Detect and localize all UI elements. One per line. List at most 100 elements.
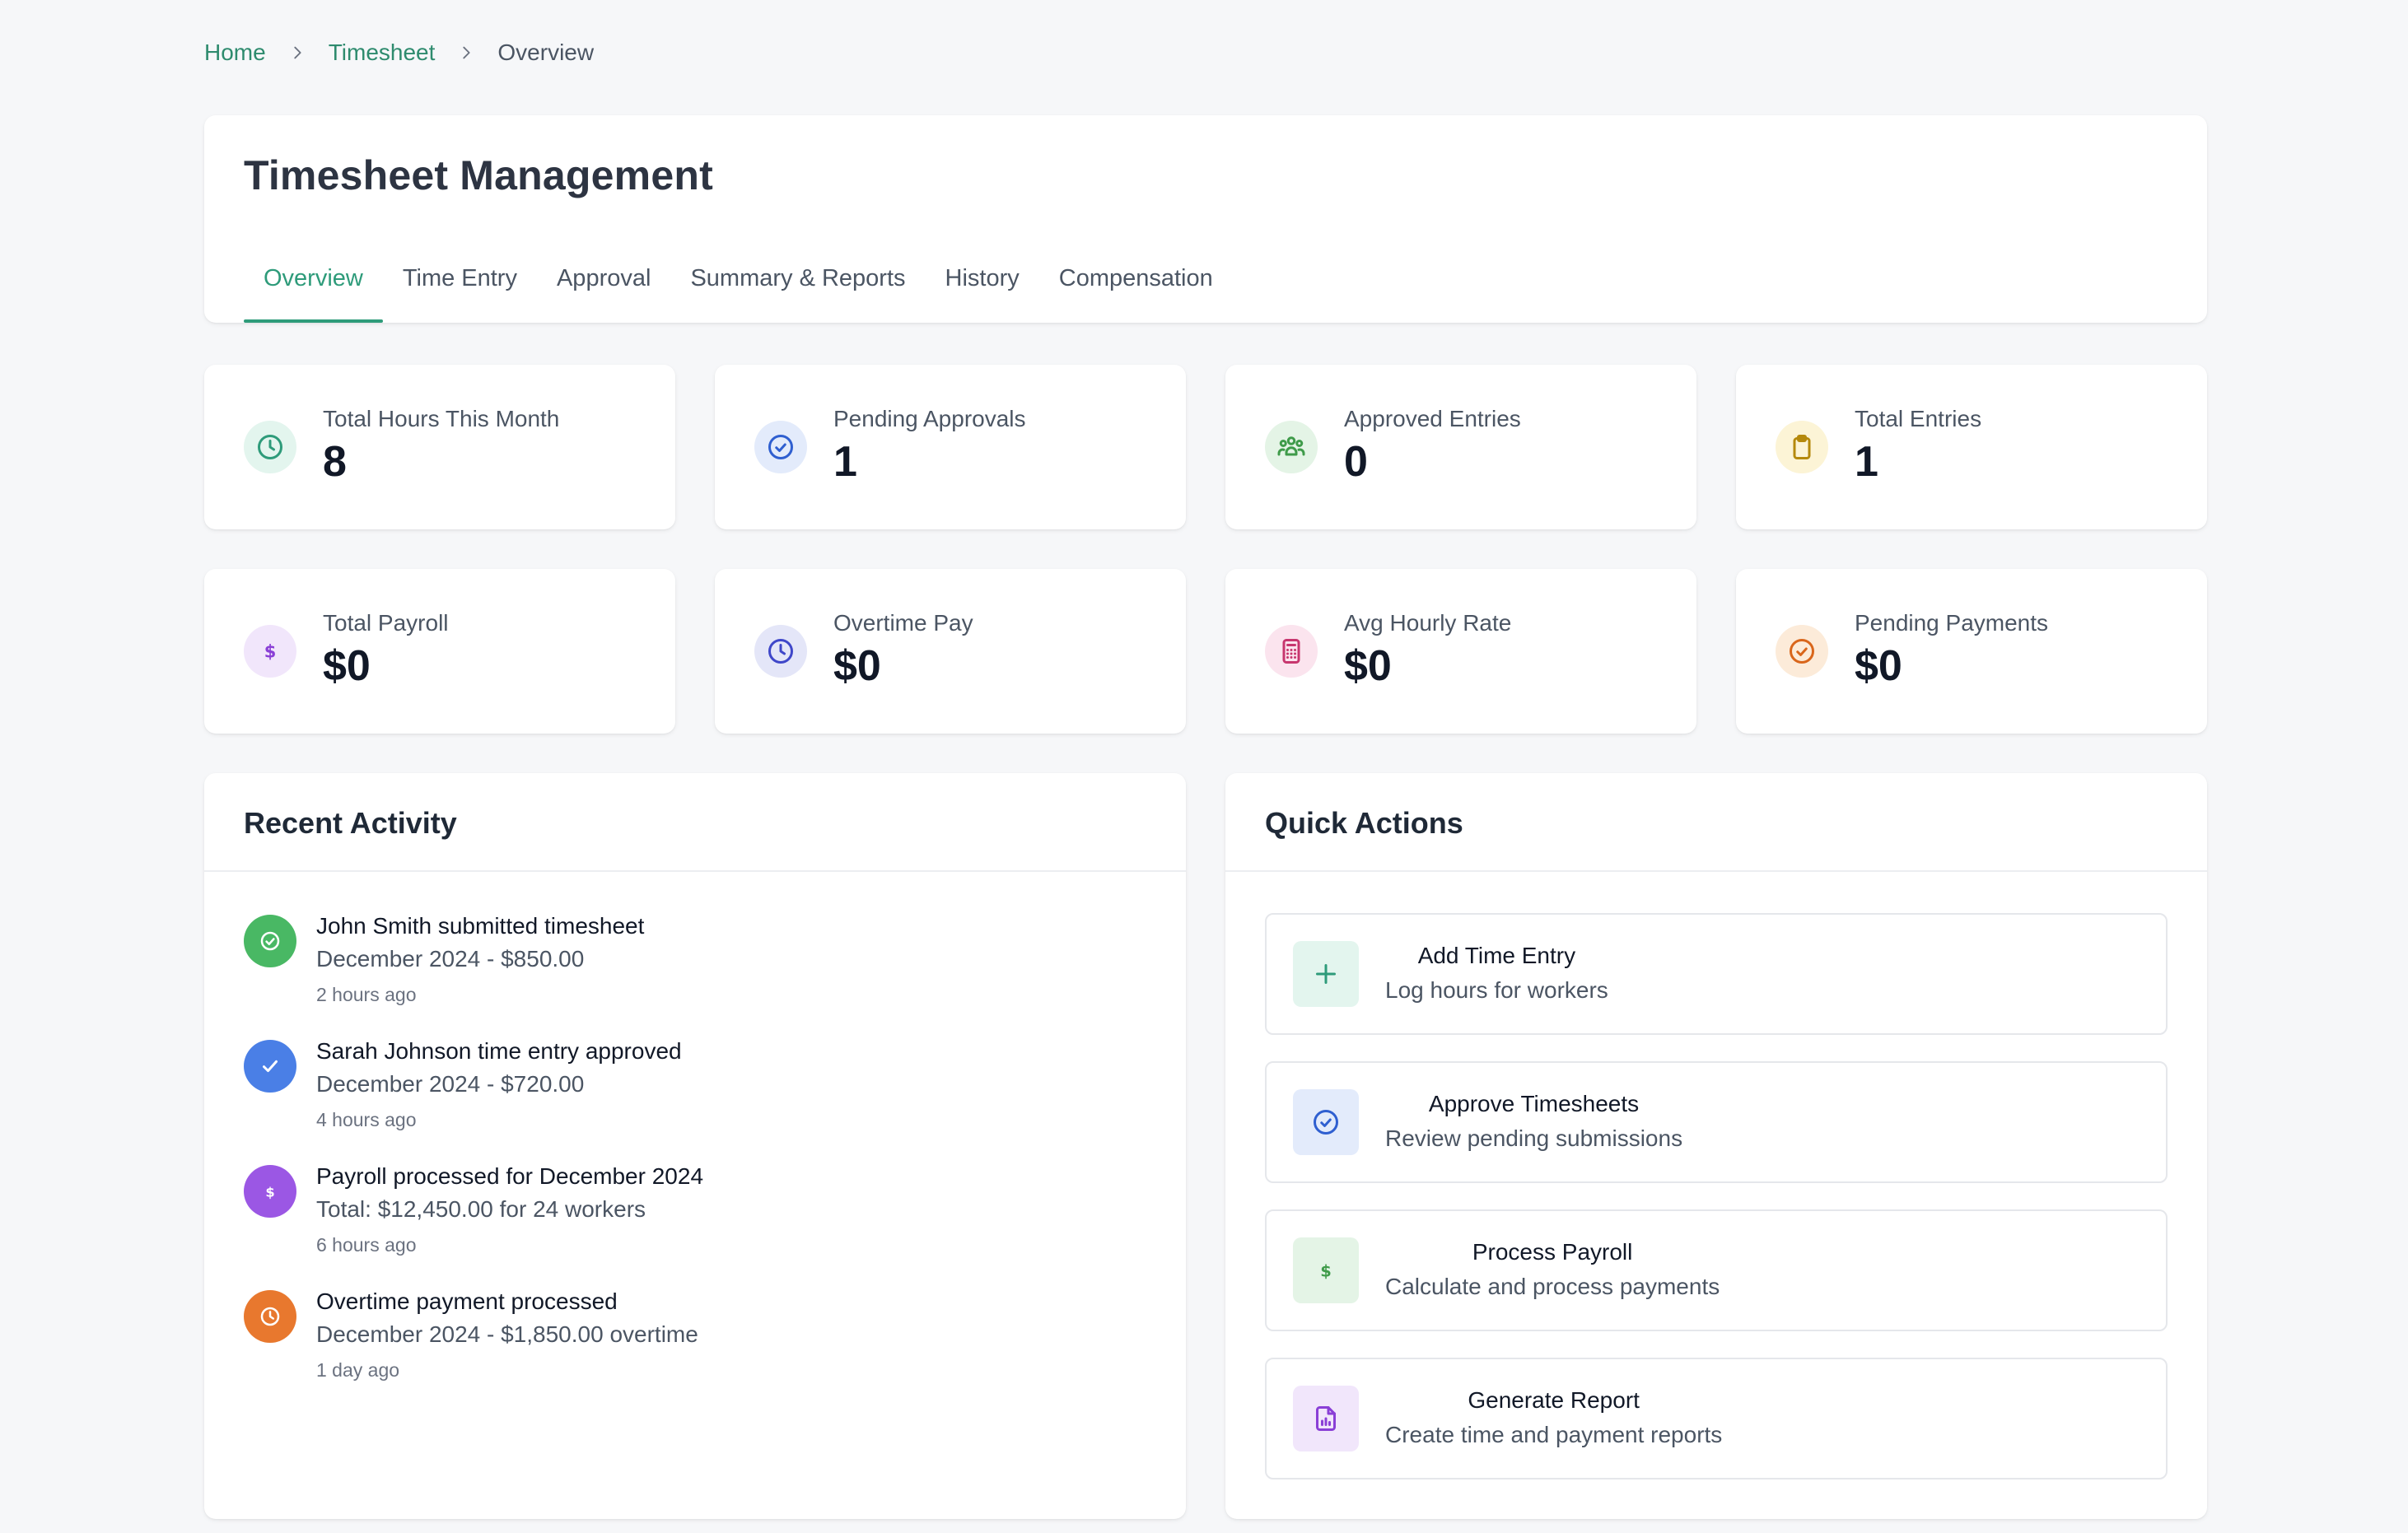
stat-label: Total Payroll xyxy=(323,610,449,636)
tab-label: Time Entry xyxy=(402,264,517,291)
tab-time-entry[interactable]: Time Entry xyxy=(383,240,537,323)
divider xyxy=(204,870,1186,872)
stat-card-avg-hourly-rate: Avg Hourly Rate $0 xyxy=(1225,569,1696,734)
breadcrumb: Home Timesheet Overview xyxy=(204,35,594,71)
button-text: Process Payroll Calculate and process pa… xyxy=(1385,1239,1720,1300)
dollar-icon: $ xyxy=(1293,1237,1359,1303)
svg-text:$: $ xyxy=(1320,1262,1332,1281)
button-desc: Review pending submissions xyxy=(1385,1125,1683,1151)
quick-actions-panel: Quick Actions Add Time Entry Log hours f… xyxy=(1225,773,2207,1519)
breadcrumb-home-link[interactable]: Home xyxy=(204,40,266,65)
check-icon xyxy=(244,1040,296,1093)
clock-icon xyxy=(244,1290,296,1343)
button-title: Add Time Entry xyxy=(1417,943,1576,968)
check-circle-icon xyxy=(1776,625,1828,678)
tab-history[interactable]: History xyxy=(926,240,1039,323)
stat-label: Pending Approvals xyxy=(833,406,1026,431)
page-title: Timesheet Management xyxy=(244,152,713,198)
button-desc: Log hours for workers xyxy=(1385,977,1608,1003)
stat-label: Avg Hourly Rate xyxy=(1344,610,1512,636)
panel-title: Quick Actions xyxy=(1265,806,1463,840)
stat-value: $0 xyxy=(323,642,371,690)
chevron-right-icon xyxy=(266,44,329,62)
calculator-icon xyxy=(1265,625,1318,678)
stat-label: Pending Payments xyxy=(1855,610,2049,636)
breadcrumb-current: Overview xyxy=(497,40,595,65)
activity-desc: Total: $12,450.00 for 24 workers xyxy=(316,1196,646,1222)
process-payroll-button[interactable]: $ Process Payroll Calculate and process … xyxy=(1265,1209,2168,1331)
button-text: Add Time Entry Log hours for workers xyxy=(1385,943,1608,1004)
divider xyxy=(1225,870,2207,872)
activity-title: Sarah Johnson time entry approved xyxy=(316,1038,682,1064)
activity-title: John Smith submitted timesheet xyxy=(316,913,645,939)
stat-value: $0 xyxy=(1855,642,1902,690)
add-time-entry-button[interactable]: Add Time Entry Log hours for workers xyxy=(1265,913,2168,1035)
activity-title: Overtime payment processed xyxy=(316,1288,618,1314)
tab-label: Compensation xyxy=(1058,264,1213,291)
activity-desc: December 2024 - $720.00 xyxy=(316,1071,585,1097)
activity-time: 4 hours ago xyxy=(316,1109,417,1130)
breadcrumb-timesheet-link[interactable]: Timesheet xyxy=(328,40,436,65)
list-item: $ Payroll processed for December 2024 To… xyxy=(244,1163,1108,1270)
stat-value: $0 xyxy=(1344,642,1392,690)
check-circle-icon xyxy=(244,915,296,967)
check-circle-icon xyxy=(754,421,807,473)
stat-card-total-hours: Total Hours This Month 8 xyxy=(204,365,675,529)
stat-label: Approved Entries xyxy=(1344,406,1521,431)
button-text: Approve Timesheets Review pending submis… xyxy=(1385,1091,1682,1152)
button-desc: Create time and payment reports xyxy=(1385,1422,1723,1447)
stat-card-total-payroll: $ Total Payroll $0 xyxy=(204,569,675,734)
activity-time: 1 day ago xyxy=(316,1359,400,1381)
panel-title: Recent Activity xyxy=(244,806,457,840)
button-desc: Calculate and process payments xyxy=(1385,1274,1720,1299)
tab-overview[interactable]: Overview xyxy=(244,240,383,323)
stat-value: 0 xyxy=(1344,438,1368,486)
recent-activity-panel: Recent Activity John Smith submitted tim… xyxy=(204,773,1186,1519)
tab-label: History xyxy=(945,264,1020,291)
tab-label: Summary & Reports xyxy=(690,264,906,291)
tab-summary-reports[interactable]: Summary & Reports xyxy=(670,240,925,323)
stat-value: $0 xyxy=(833,642,881,690)
tab-bar: Overview Time Entry Approval Summary & R… xyxy=(244,240,1233,323)
clock-icon xyxy=(754,625,807,678)
stat-card-overtime-pay: Overtime Pay $0 xyxy=(715,569,1186,734)
dollar-icon: $ xyxy=(244,625,296,678)
tab-label: Overview xyxy=(264,264,363,291)
tab-compensation[interactable]: Compensation xyxy=(1039,240,1233,323)
plus-icon xyxy=(1293,941,1359,1007)
approve-timesheets-button[interactable]: Approve Timesheets Review pending submis… xyxy=(1265,1061,2168,1183)
list-item: John Smith submitted timesheet December … xyxy=(244,913,1108,1020)
stat-card-total-entries: Total Entries 1 xyxy=(1736,365,2207,529)
activity-title: Payroll processed for December 2024 xyxy=(316,1163,704,1189)
stat-label: Total Entries xyxy=(1855,406,1982,431)
svg-text:$: $ xyxy=(264,642,277,662)
users-icon xyxy=(1265,421,1318,473)
list-item: Overtime payment processed December 2024… xyxy=(244,1288,1108,1396)
clipboard-icon xyxy=(1776,421,1828,473)
stat-card-pending-payments: Pending Payments $0 xyxy=(1736,569,2207,734)
tab-approval[interactable]: Approval xyxy=(537,240,670,323)
button-title: Process Payroll xyxy=(1472,1239,1633,1265)
stat-value: 8 xyxy=(323,438,347,486)
tab-label: Approval xyxy=(556,264,651,291)
activity-time: 6 hours ago xyxy=(316,1234,417,1256)
stat-card-approved-entries: Approved Entries 0 xyxy=(1225,365,1696,529)
clock-icon xyxy=(244,421,296,473)
stat-value: 1 xyxy=(1855,438,1878,486)
svg-text:$: $ xyxy=(265,1184,274,1200)
activity-time: 2 hours ago xyxy=(316,984,417,1005)
chevron-right-icon xyxy=(435,44,497,62)
generate-report-button[interactable]: Generate Report Create time and payment … xyxy=(1265,1358,2168,1479)
activity-desc: December 2024 - $850.00 xyxy=(316,946,585,972)
dollar-icon: $ xyxy=(244,1165,296,1218)
stat-label: Total Hours This Month xyxy=(323,406,560,431)
report-icon xyxy=(1293,1386,1359,1451)
button-text: Generate Report Create time and payment … xyxy=(1385,1387,1722,1448)
activity-desc: December 2024 - $1,850.00 overtime xyxy=(316,1321,698,1347)
stat-card-pending-approvals: Pending Approvals 1 xyxy=(715,365,1186,529)
button-title: Generate Report xyxy=(1468,1387,1640,1413)
stat-label: Overtime Pay xyxy=(833,610,973,636)
header-card: Timesheet Management Overview Time Entry… xyxy=(204,115,2207,323)
stat-value: 1 xyxy=(833,438,857,486)
